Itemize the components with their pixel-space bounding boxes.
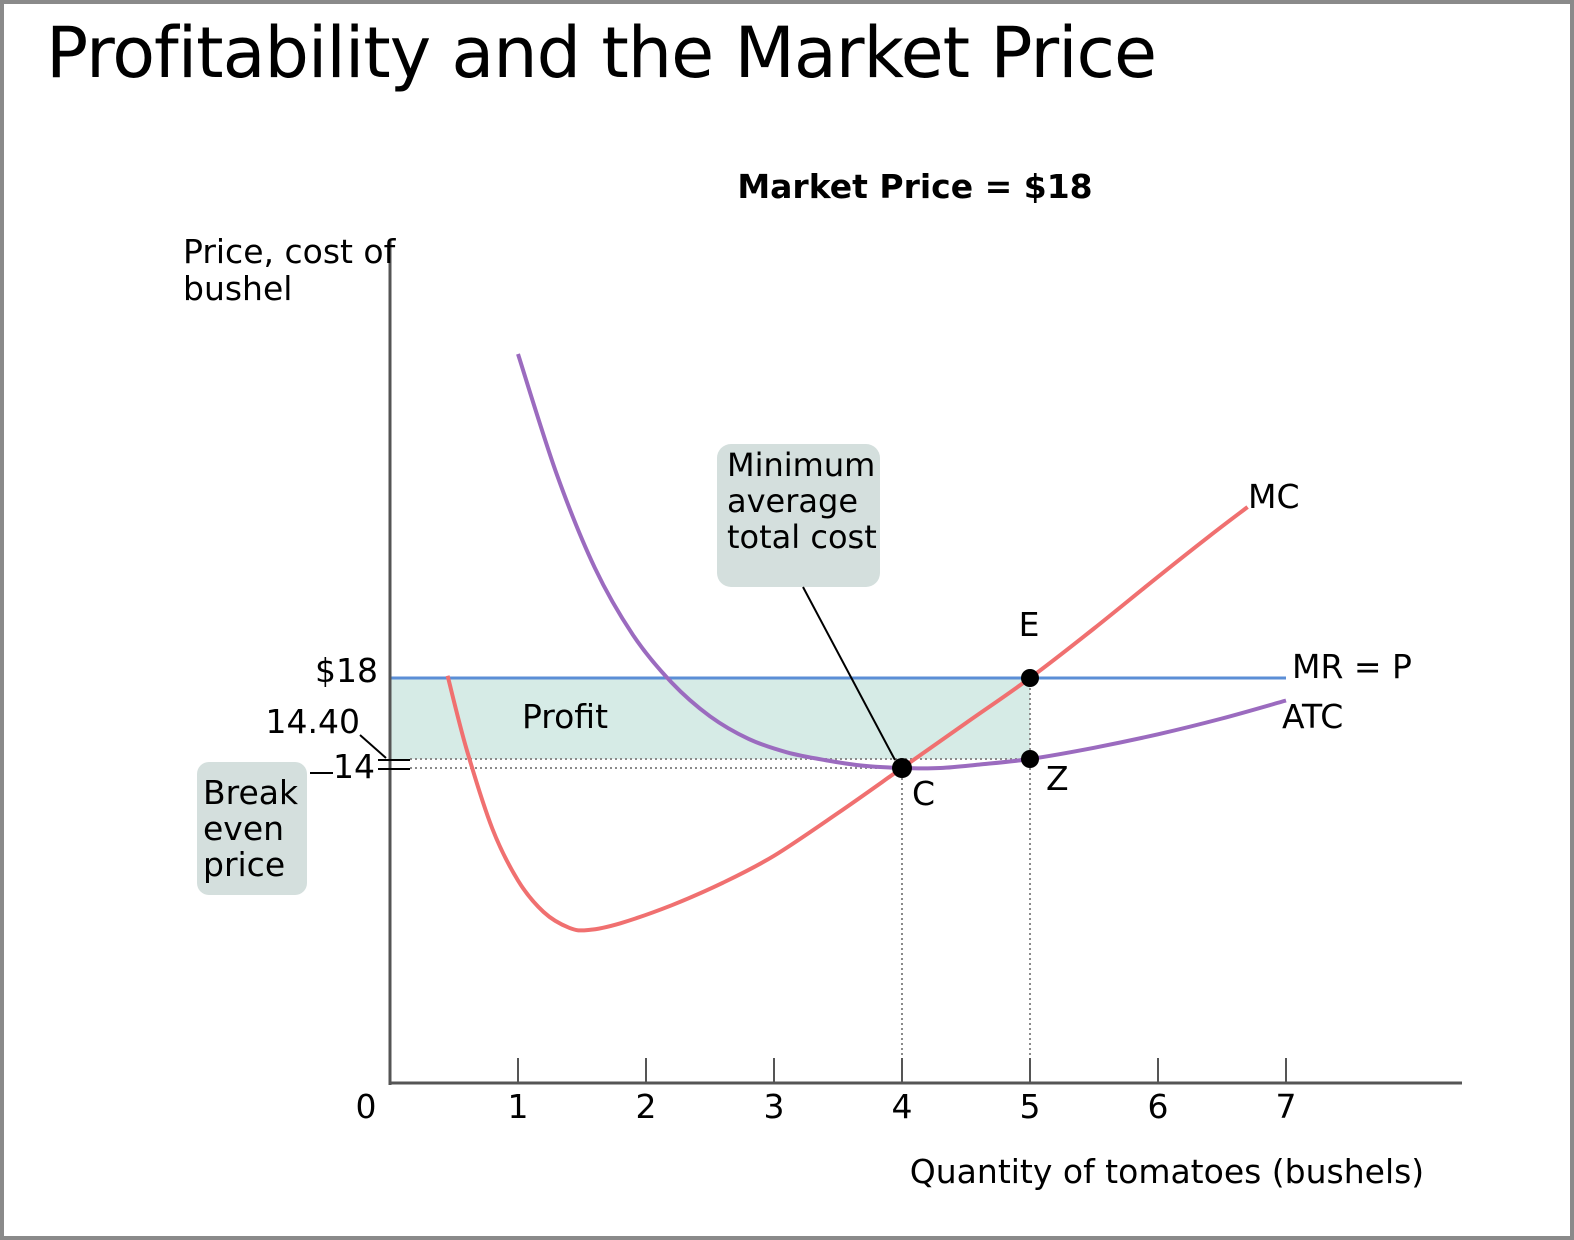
series-line-atc: [516, 353, 1287, 771]
points: [892, 669, 1039, 778]
point-c: [892, 758, 912, 778]
break-even-label-line3: price: [203, 845, 285, 884]
atc-label: ATC: [1282, 697, 1343, 736]
series-line-mc: [445, 505, 1249, 933]
x-axis-label: Quantity of tomatoes (bushels): [910, 1152, 1424, 1191]
x-tick-label-1: 1: [508, 1087, 529, 1126]
break-even-label-line2: even: [203, 809, 284, 848]
y-tick-label-14-40: 14.40: [266, 702, 360, 741]
point-e: [1021, 669, 1039, 687]
guide-lines: [410, 678, 1031, 1083]
point-z: [1021, 750, 1039, 768]
y-tick-label-14: 14: [333, 747, 375, 786]
x-tick-label-2: 2: [636, 1087, 657, 1126]
min-atc-label-line2: average: [727, 482, 858, 520]
origin-label: 0: [356, 1087, 377, 1126]
profit-label: Profit: [522, 697, 608, 736]
chart-title: Market Price = $18: [737, 167, 1092, 206]
tick-14-40-pointer: [359, 734, 387, 759]
point-e-label: E: [1019, 605, 1040, 644]
x-tick-label-3: 3: [764, 1087, 785, 1126]
slide-title: Profitability and the Market Price: [46, 12, 1157, 94]
break-even-box: [197, 762, 307, 895]
x-tick-label-5: 5: [1020, 1087, 1041, 1126]
break-even-label-line1: Break: [203, 773, 299, 812]
min-atc-pointer: [802, 586, 896, 761]
min-atc-label-line3: total cost: [727, 518, 877, 556]
min-atc-box: [717, 444, 880, 587]
point-z-label: Z: [1046, 759, 1069, 798]
min-atc-label-line1: Minimum: [727, 446, 875, 484]
mr-label: MR = P: [1292, 647, 1412, 686]
y-tick-label-18: $18: [315, 651, 378, 690]
x-tick-label-6: 6: [1148, 1087, 1169, 1126]
x-tick-label-4: 4: [892, 1087, 913, 1126]
x-axis-ticks: 1 2 3 4 5 6 7: [508, 1058, 1297, 1126]
point-c-label: C: [912, 774, 935, 813]
mc-label: MC: [1248, 477, 1300, 516]
x-tick-label-7: 7: [1276, 1087, 1297, 1126]
y-axis-label-line1: Price, cost of: [183, 232, 397, 271]
y-axis-label-line2: bushel: [183, 269, 292, 308]
